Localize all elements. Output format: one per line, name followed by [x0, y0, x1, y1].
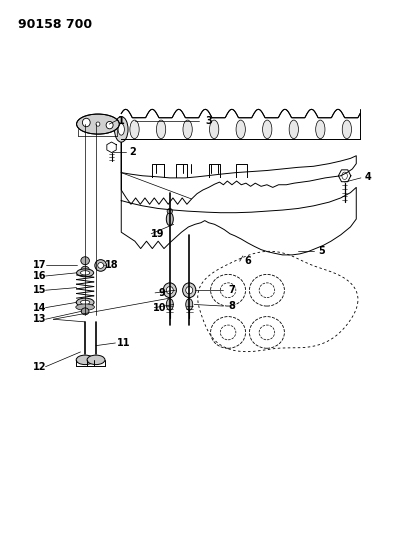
- Ellipse shape: [186, 287, 193, 294]
- Ellipse shape: [166, 287, 173, 294]
- Ellipse shape: [80, 300, 90, 304]
- Text: 6: 6: [244, 256, 251, 266]
- Ellipse shape: [316, 120, 325, 139]
- Ellipse shape: [342, 120, 351, 139]
- Ellipse shape: [76, 298, 94, 306]
- Ellipse shape: [166, 298, 173, 310]
- Ellipse shape: [81, 266, 89, 274]
- Ellipse shape: [114, 117, 128, 142]
- Ellipse shape: [156, 120, 166, 139]
- Text: 16: 16: [33, 271, 46, 281]
- Text: 2: 2: [130, 147, 136, 157]
- Ellipse shape: [76, 304, 95, 310]
- Ellipse shape: [130, 120, 139, 139]
- Ellipse shape: [76, 114, 119, 134]
- Ellipse shape: [166, 213, 173, 225]
- Ellipse shape: [76, 269, 94, 277]
- Ellipse shape: [183, 120, 192, 139]
- Text: 14: 14: [33, 303, 46, 313]
- Ellipse shape: [76, 355, 94, 365]
- Text: 13: 13: [33, 314, 46, 324]
- Text: 1: 1: [118, 116, 125, 126]
- Text: 19: 19: [151, 229, 165, 239]
- Text: 5: 5: [318, 246, 325, 256]
- Ellipse shape: [95, 260, 106, 271]
- Ellipse shape: [81, 308, 89, 315]
- Text: 3: 3: [205, 116, 212, 126]
- Text: 11: 11: [117, 338, 130, 348]
- Ellipse shape: [183, 283, 196, 297]
- Text: 12: 12: [33, 362, 46, 372]
- Ellipse shape: [81, 257, 89, 265]
- Text: 15: 15: [33, 285, 46, 295]
- Ellipse shape: [106, 122, 113, 129]
- Ellipse shape: [98, 263, 104, 268]
- Ellipse shape: [80, 271, 90, 275]
- Text: 10: 10: [153, 303, 167, 313]
- Ellipse shape: [163, 283, 177, 297]
- Text: 90158 700: 90158 700: [18, 18, 93, 30]
- Text: 18: 18: [105, 261, 118, 270]
- Ellipse shape: [236, 120, 245, 139]
- Ellipse shape: [262, 120, 272, 139]
- Text: 8: 8: [229, 301, 235, 311]
- Ellipse shape: [87, 355, 105, 365]
- Ellipse shape: [96, 122, 100, 126]
- Ellipse shape: [186, 298, 193, 310]
- Text: 7: 7: [229, 285, 235, 295]
- Ellipse shape: [167, 208, 173, 214]
- Ellipse shape: [118, 124, 125, 135]
- Ellipse shape: [289, 120, 298, 139]
- Text: 9: 9: [159, 288, 165, 298]
- Text: 17: 17: [33, 261, 46, 270]
- Ellipse shape: [210, 120, 219, 139]
- Ellipse shape: [82, 118, 90, 127]
- Text: 4: 4: [364, 172, 371, 182]
